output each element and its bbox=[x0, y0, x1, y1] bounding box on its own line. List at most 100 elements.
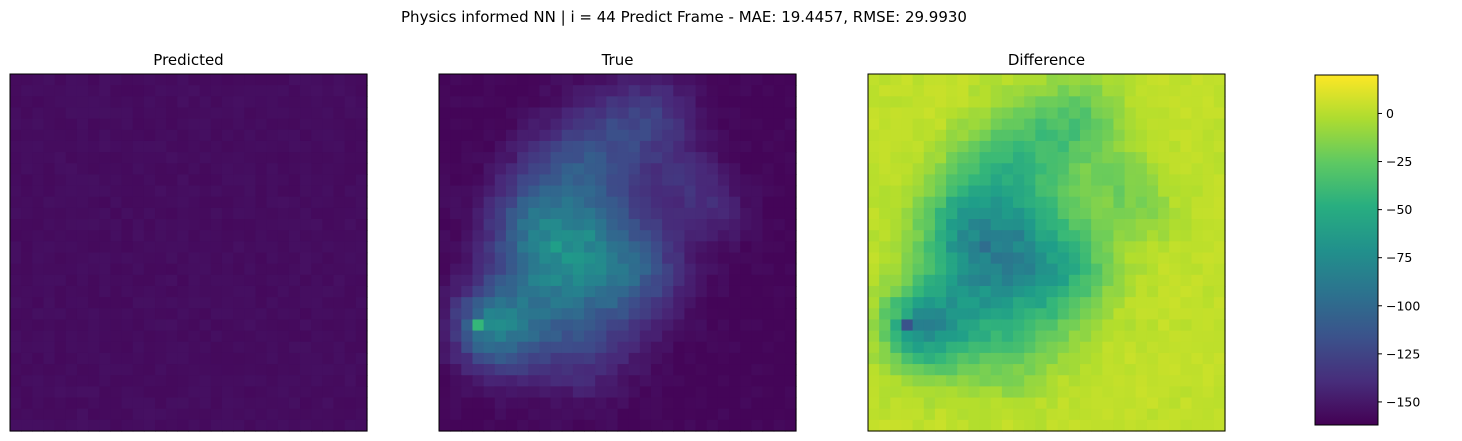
heatmap-cell-difference bbox=[990, 85, 1003, 97]
heatmap-cell-predicted bbox=[333, 241, 346, 254]
heatmap-cell-predicted bbox=[54, 263, 67, 276]
heatmap-cell-predicted bbox=[244, 352, 257, 365]
heatmap-cell-predicted bbox=[121, 219, 134, 231]
heatmap-cell-predicted bbox=[333, 129, 346, 142]
heatmap-cell-difference bbox=[1013, 230, 1025, 242]
heatmap-cell-predicted bbox=[244, 163, 257, 176]
heatmap-cell-predicted bbox=[54, 185, 67, 198]
heatmap-cell-difference bbox=[1169, 241, 1181, 254]
heatmap-cell-true bbox=[684, 129, 697, 142]
heatmap-cell-predicted bbox=[344, 386, 357, 399]
heatmap-cell-true bbox=[572, 152, 585, 164]
heatmap-cell-true bbox=[650, 386, 663, 399]
heatmap-cell-predicted bbox=[76, 274, 89, 287]
heatmap-cell-predicted bbox=[54, 252, 67, 265]
heatmap-cell-predicted bbox=[143, 375, 156, 387]
heatmap-cell-difference bbox=[1169, 297, 1181, 309]
heatmap-cell-true bbox=[505, 397, 518, 410]
heatmap-cell-difference bbox=[968, 96, 981, 109]
heatmap-cell-difference bbox=[1013, 241, 1025, 254]
heatmap-cell-difference bbox=[1113, 375, 1126, 387]
heatmap-cell-predicted bbox=[355, 241, 368, 254]
heatmap-cell-predicted bbox=[21, 129, 33, 142]
heatmap-cell-predicted bbox=[344, 163, 357, 176]
heatmap-cell-true bbox=[494, 352, 507, 365]
heatmap-cell-difference bbox=[1191, 386, 1204, 399]
heatmap-cell-difference bbox=[1079, 129, 1092, 142]
heatmap-cell-difference bbox=[1024, 74, 1036, 86]
heatmap-cell-difference bbox=[1113, 129, 1126, 142]
heatmap-cell-predicted bbox=[132, 364, 145, 376]
heatmap-cell-true bbox=[472, 330, 485, 343]
heatmap-cell-difference bbox=[1213, 85, 1226, 97]
heatmap-cell-difference bbox=[1013, 185, 1025, 198]
heatmap-cell-true bbox=[584, 96, 596, 109]
heatmap-cell-true bbox=[695, 74, 708, 86]
heatmap-cell-predicted bbox=[277, 364, 290, 376]
heatmap-cell-predicted bbox=[244, 308, 257, 321]
heatmap-cell-difference bbox=[1046, 163, 1059, 176]
heatmap-cell-difference bbox=[1113, 74, 1126, 86]
heatmap-cell-difference bbox=[1001, 274, 1014, 287]
heatmap-cell-difference bbox=[1124, 341, 1137, 354]
heatmap-cell-predicted bbox=[132, 219, 145, 231]
heatmap-cell-true bbox=[472, 174, 485, 187]
heatmap-cell-true bbox=[450, 375, 462, 387]
heatmap-cell-difference bbox=[1191, 163, 1204, 176]
heatmap-cell-true bbox=[762, 364, 775, 376]
heatmap-cell-predicted bbox=[266, 408, 279, 421]
heatmap-cell-difference bbox=[868, 118, 880, 131]
heatmap-cell-true bbox=[740, 152, 752, 164]
heatmap-cell-predicted bbox=[21, 163, 33, 176]
heatmap-cell-difference bbox=[1035, 129, 1048, 142]
heatmap-cell-predicted bbox=[177, 185, 190, 198]
heatmap-cell-predicted bbox=[10, 364, 22, 376]
heatmap-cell-difference bbox=[1213, 252, 1226, 265]
heatmap-cell-predicted bbox=[322, 207, 335, 220]
heatmap-cell-true bbox=[584, 118, 596, 131]
heatmap-cell-difference bbox=[934, 419, 947, 432]
heatmap-cell-difference bbox=[968, 118, 981, 131]
panel-title-difference: Difference bbox=[1008, 51, 1085, 69]
heatmap-cell-true bbox=[595, 319, 607, 332]
heatmap-cell-predicted bbox=[233, 85, 245, 97]
heatmap-cell-difference bbox=[1135, 96, 1148, 109]
heatmap-cell-difference bbox=[1091, 319, 1103, 332]
heatmap-cell-true bbox=[606, 230, 619, 242]
heatmap-cell-true bbox=[729, 364, 741, 376]
heatmap-cell-difference bbox=[1146, 207, 1159, 220]
heatmap-cell-predicted bbox=[121, 140, 134, 153]
heatmap-cell-predicted bbox=[132, 96, 145, 109]
heatmap-cell-true bbox=[505, 219, 518, 231]
heatmap-cell-difference bbox=[934, 85, 947, 97]
heatmap-cell-difference bbox=[1169, 152, 1181, 164]
heatmap-cell-true bbox=[639, 152, 652, 164]
heatmap-cell-difference bbox=[1035, 285, 1048, 298]
heatmap-cell-difference bbox=[1102, 397, 1115, 410]
heatmap-cell-difference bbox=[1024, 330, 1036, 343]
heatmap-cell-true bbox=[617, 96, 630, 109]
heatmap-cell-predicted bbox=[344, 196, 357, 209]
heatmap-cell-true bbox=[673, 397, 686, 410]
heatmap-cell-true bbox=[505, 419, 518, 432]
heatmap-cell-difference bbox=[968, 241, 981, 254]
heatmap-cell-predicted bbox=[155, 85, 167, 97]
heatmap-cell-predicted bbox=[143, 163, 156, 176]
heatmap-cell-difference bbox=[1135, 263, 1148, 276]
heatmap-cell-predicted bbox=[333, 163, 346, 176]
heatmap-cell-predicted bbox=[255, 297, 268, 309]
heatmap-cell-predicted bbox=[266, 252, 279, 265]
heatmap-cell-difference bbox=[1158, 263, 1170, 276]
heatmap-cell-difference bbox=[1102, 152, 1115, 164]
heatmap-cell-difference bbox=[923, 419, 936, 432]
heatmap-cell-true bbox=[595, 386, 607, 399]
heatmap-cell-difference bbox=[923, 263, 936, 276]
heatmap-cell-predicted bbox=[210, 196, 223, 209]
heatmap-cell-true bbox=[729, 163, 741, 176]
heatmap-cell-predicted bbox=[121, 352, 134, 365]
heatmap-cell-true bbox=[606, 118, 619, 131]
heatmap-cell-true bbox=[439, 219, 451, 231]
heatmap-cell-true bbox=[472, 397, 485, 410]
heatmap-cell-true bbox=[472, 308, 485, 321]
heatmap-cell-difference bbox=[1057, 330, 1070, 343]
